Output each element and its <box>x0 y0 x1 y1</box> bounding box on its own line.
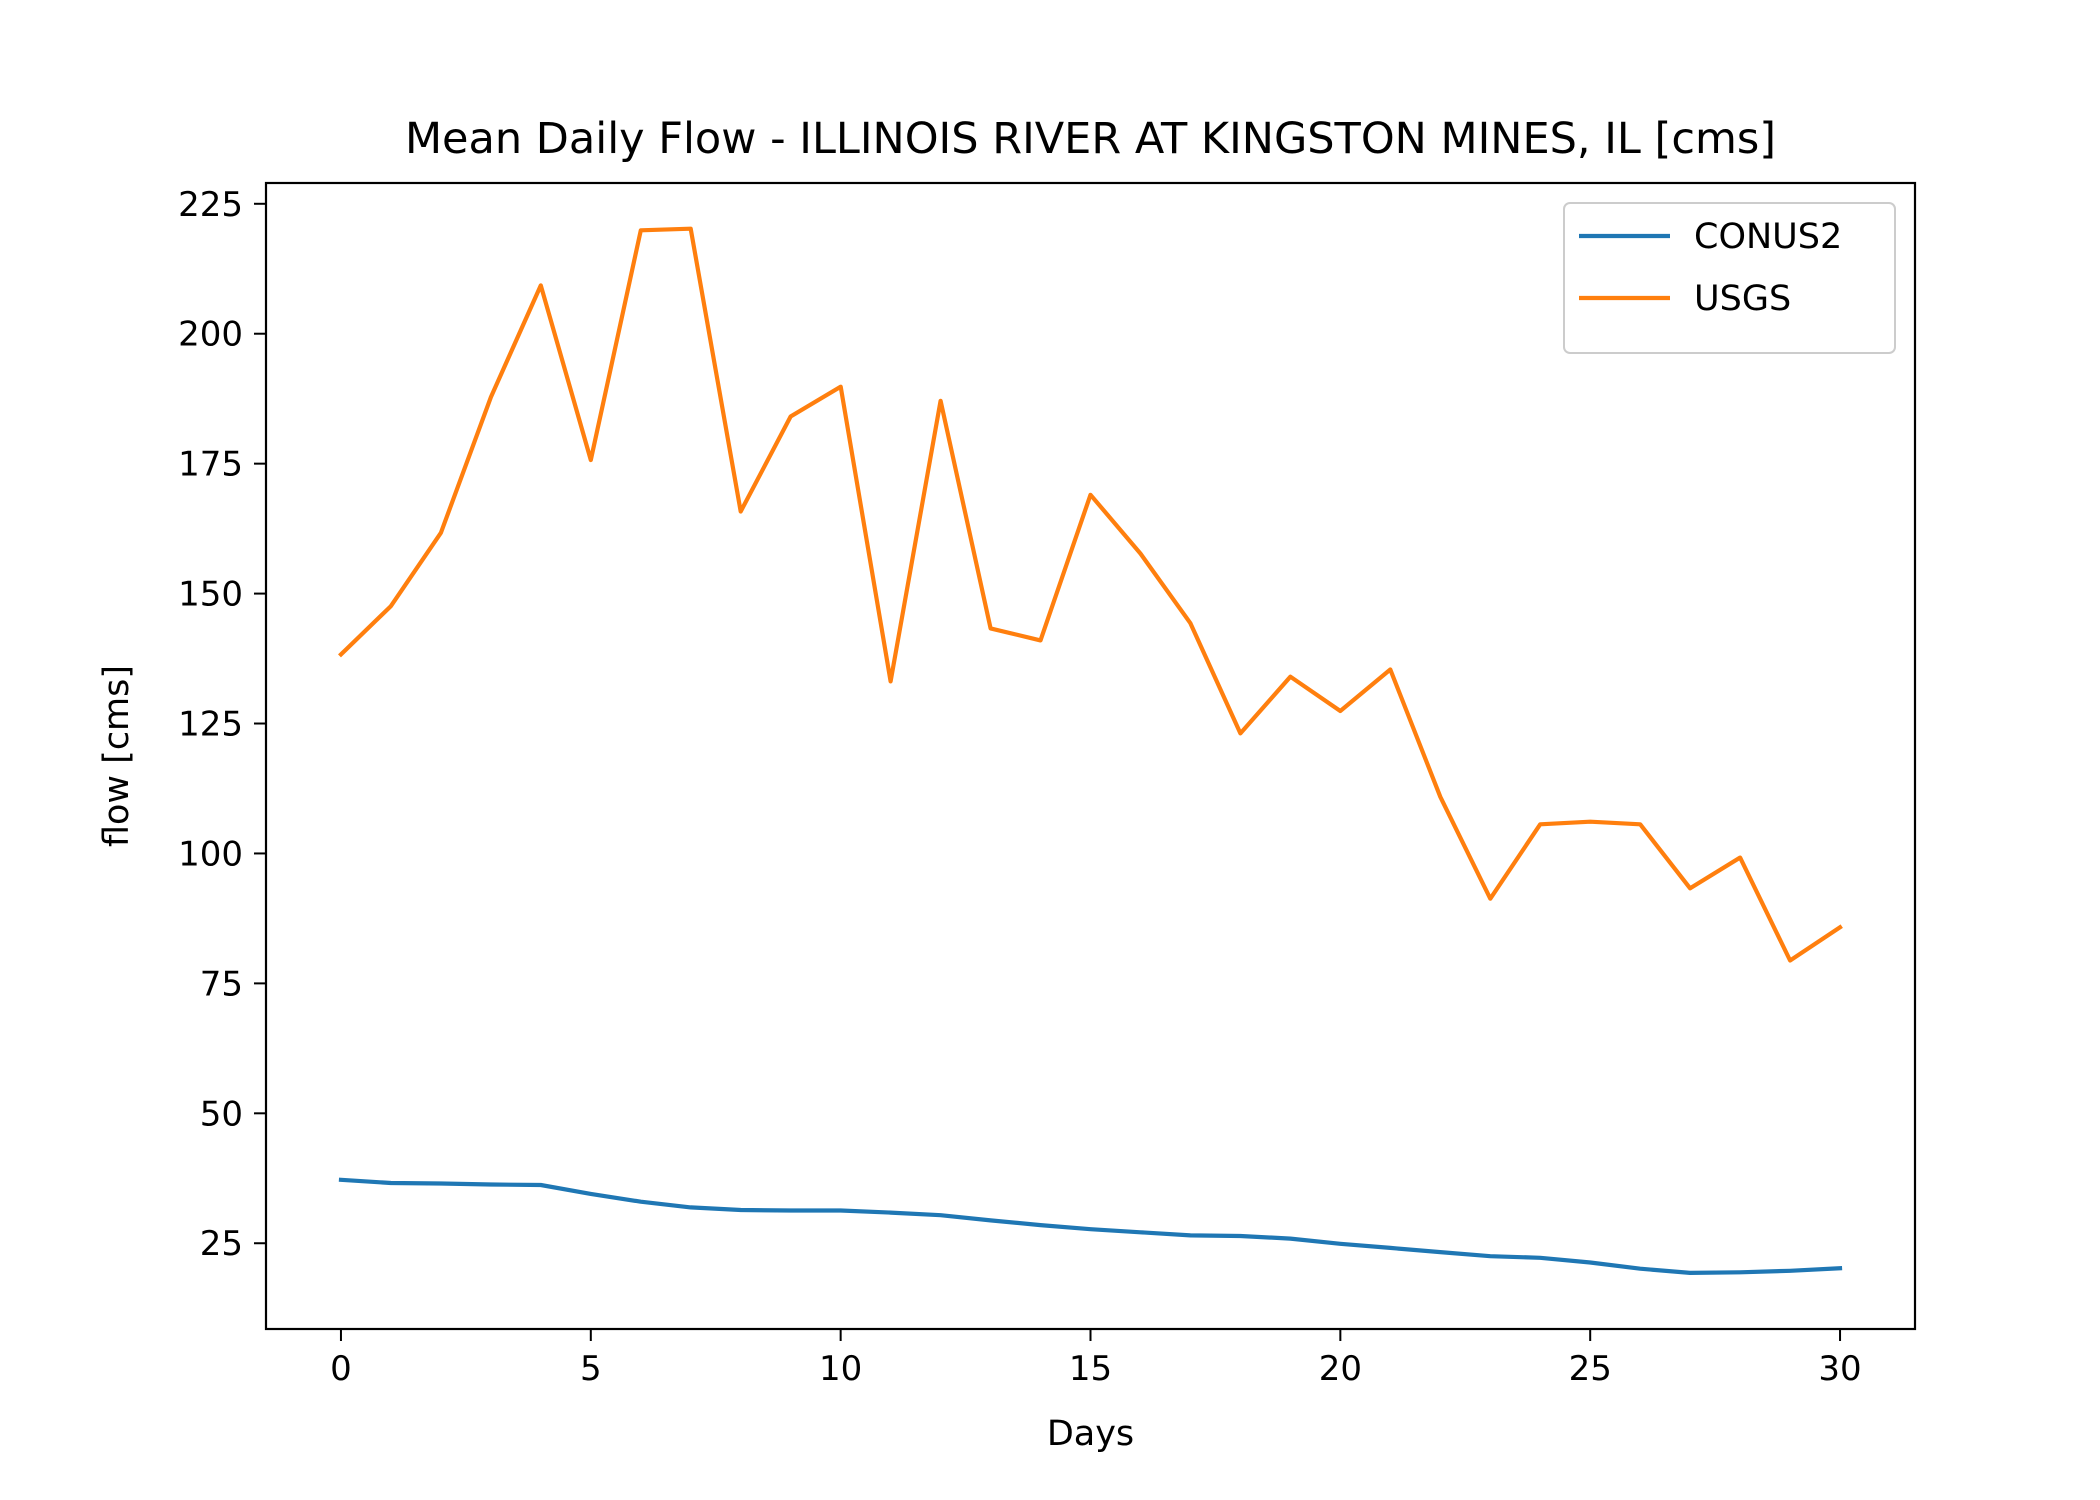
legend: CONUS2 USGS <box>1563 202 1896 354</box>
series-layer <box>338 226 1843 1276</box>
x-tick-label: 25 <box>1569 1349 1612 1389</box>
x-tick-label: 10 <box>819 1349 862 1389</box>
x-tick-label: 0 <box>330 1349 352 1389</box>
y-tick-label: 50 <box>200 1094 243 1134</box>
x-axis-label: Days <box>1047 1414 1134 1454</box>
legend-label-usgs: USGS <box>1694 279 1791 319</box>
legend-box <box>1563 202 1896 354</box>
y-tick-label: 225 <box>178 185 243 225</box>
y-tick-label: 200 <box>178 315 243 355</box>
y-axis: 25 50 75 100 125 150 175 200 225 <box>178 185 266 1264</box>
x-tick-label: 5 <box>580 1349 602 1389</box>
y-tick-label: 175 <box>178 445 243 485</box>
chart-title: Mean Daily Flow - ILLINOIS RIVER AT KING… <box>405 114 1776 164</box>
y-tick-label: 125 <box>178 705 243 745</box>
x-tick-label: 30 <box>1818 1349 1861 1389</box>
x-axis: 0 5 10 15 20 25 30 <box>330 1329 1862 1389</box>
x-tick-label: 20 <box>1319 1349 1362 1389</box>
series-line-conus2 <box>338 1177 1843 1276</box>
y-axis-label: flow [cms] <box>97 665 137 847</box>
legend-label-conus2: CONUS2 <box>1694 217 1842 257</box>
y-tick-label: 150 <box>178 575 243 615</box>
y-tick-label: 100 <box>178 834 243 874</box>
series-line-usgs <box>338 226 1843 963</box>
y-tick-label: 75 <box>200 964 243 1004</box>
x-tick-label: 15 <box>1069 1349 1112 1389</box>
y-tick-label: 25 <box>200 1224 243 1264</box>
